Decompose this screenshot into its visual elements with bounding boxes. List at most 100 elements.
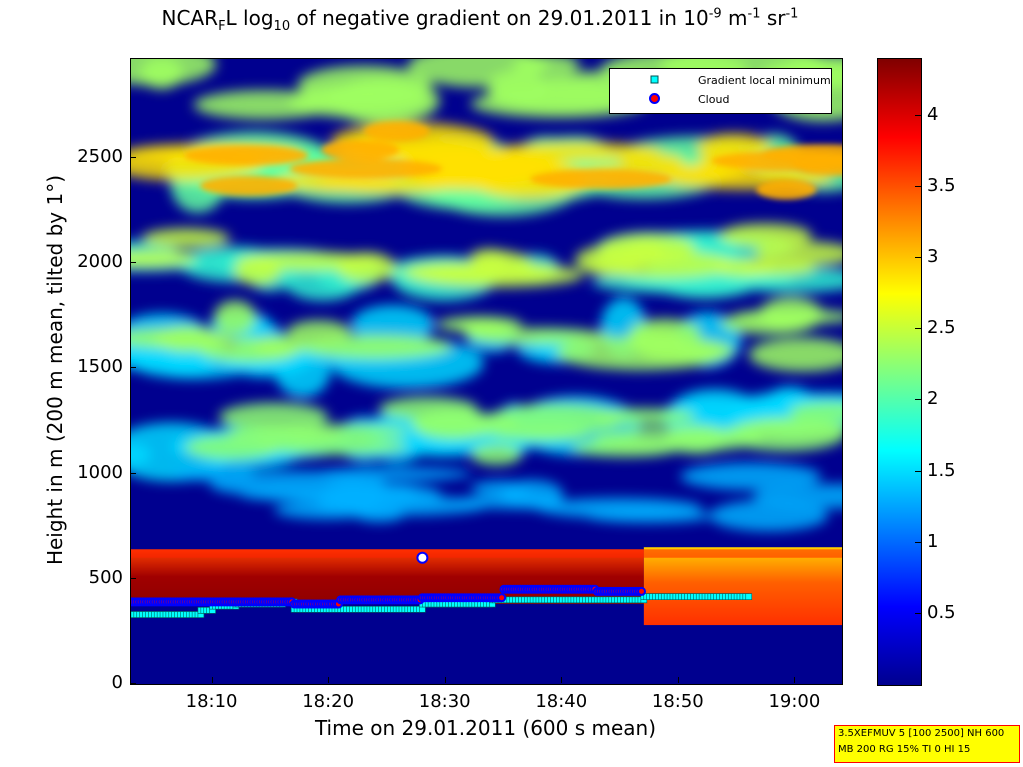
heatmap-patch (193, 90, 336, 120)
heatmap-hotspot (363, 121, 430, 142)
y-tick-mark (130, 262, 136, 264)
heatmap-patch (680, 462, 822, 491)
x-tick-label: 18:40 (535, 691, 588, 712)
colorbar-tick-label: 1 (927, 530, 939, 552)
y-axis-label: Height in m (200 m mean, tilted by 1°) (43, 174, 67, 566)
heatmap-hotspot (530, 169, 672, 190)
heatmap-hotspot (289, 158, 443, 179)
heatmap-patch (401, 262, 506, 283)
chart-title: NCARFL log10 of negative gradient on 29.… (161, 6, 799, 34)
gradient-minimum-point (745, 593, 753, 600)
x-tick-label: 18:30 (418, 691, 471, 712)
heatmap-patch (297, 65, 432, 104)
heatmap-hotspot (321, 139, 400, 160)
colorbar-tick-mark (915, 612, 921, 614)
heatmap-patch (411, 408, 495, 440)
heatmap-patch (486, 403, 624, 436)
x-axis-label: Time on 29.01.2011 (600 s mean) (314, 716, 657, 740)
heatmap-patch (298, 334, 453, 359)
y-tick-mark (130, 472, 136, 474)
heatmap-patch (748, 337, 842, 372)
y-tick-label: 2000 (77, 251, 123, 273)
cloud-point (637, 586, 647, 596)
colorbar (877, 58, 922, 686)
legend-item-minimum: Gradient local minimum (610, 72, 831, 90)
cloud-point (497, 593, 507, 603)
x-tick-mark (561, 677, 563, 683)
info-line-2: MB 200 RG 15% TI 0 HI 15 (838, 744, 971, 755)
colorbar-tick-label: 2.5 (927, 317, 956, 339)
heatmap-patch (141, 228, 230, 249)
heatmap-patch (501, 479, 564, 510)
y-tick-label: 2500 (77, 145, 123, 167)
heatmap-patch (622, 241, 666, 264)
heatmap-patch (721, 311, 812, 335)
heatmap-patch (213, 300, 257, 335)
x-tick-label: 18:50 (651, 691, 704, 712)
colorbar-tick-label: 4 (927, 103, 939, 125)
y-tick-mark (130, 577, 136, 579)
legend: Gradient local minimum Cloud (609, 68, 832, 114)
heatmap-patch (788, 401, 842, 422)
heatmap-patch (469, 248, 510, 267)
heatmap-patch (713, 258, 774, 277)
legend-label-minimum: Gradient local minimum (698, 74, 831, 87)
heatmap-patch (571, 439, 679, 458)
heatmap-patch (470, 158, 588, 200)
heatmap-patch (218, 402, 329, 431)
heatmap-patch (407, 59, 549, 88)
heatmap-patch (585, 509, 714, 523)
y-tick-label: 0 (111, 672, 123, 693)
heatmap-patch (555, 336, 726, 371)
heatmap-patch (664, 424, 730, 454)
y-tick-mark (130, 683, 136, 684)
colorbar-tick-mark (915, 399, 921, 401)
heatmap-hotspot (711, 150, 842, 171)
y-tick-label: 1500 (77, 356, 123, 378)
heatmap-patch (470, 89, 647, 118)
x-tick-label: 19:00 (768, 691, 821, 712)
heatmap-patch (318, 481, 384, 512)
circle-marker-icon (649, 93, 660, 104)
colorbar-tick-label: 2 (927, 388, 939, 410)
heatmap-patch (739, 419, 842, 439)
heatmap-patch (466, 327, 610, 345)
heatmap-patch (336, 252, 397, 283)
colorbar-tick-label: 0.5 (927, 601, 956, 623)
heatmap-hotspot (183, 145, 309, 166)
heatmap-patch (618, 152, 684, 169)
colorbar-tick-label: 3.5 (927, 175, 956, 197)
colorbar-tick-mark (915, 328, 921, 330)
heatmap-patch (752, 483, 842, 509)
x-tick-mark (211, 677, 213, 683)
plot-area (130, 58, 843, 685)
band-top-edge (131, 549, 842, 558)
heatmap-patch (719, 223, 812, 248)
low-backscatter-band-right (643, 547, 842, 626)
legend-label-cloud: Cloud (698, 93, 730, 106)
x-tick-label: 18:20 (302, 691, 355, 712)
x-tick-label: 18:10 (185, 691, 238, 712)
colorbar-tick-mark (915, 186, 921, 188)
low-backscatter-band (131, 549, 644, 605)
heatmap-patch (233, 257, 281, 286)
y-tick-mark (130, 156, 136, 158)
heatmap-patch (131, 250, 197, 268)
colorbar-tick-mark (915, 114, 921, 116)
colorbar-tick-label: 3 (927, 246, 939, 268)
x-tick-mark (444, 677, 446, 683)
y-tick-label: 1000 (77, 461, 123, 483)
heatmap-hotspot (200, 175, 298, 196)
parameter-info-box: 3.5XEFMUV 5 [100 2500] NH 600 MB 200 RG … (834, 725, 1020, 763)
square-marker-icon (650, 75, 659, 84)
x-tick-mark (677, 677, 679, 683)
heatmap-patch (470, 443, 522, 466)
heatmap-hotspot (756, 179, 817, 200)
colorbar-tick-mark (915, 470, 921, 472)
heatmap (131, 59, 842, 626)
colorbar-tick-mark (915, 257, 921, 259)
colorbar-tick-label: 1.5 (927, 459, 956, 481)
cloud-point (416, 551, 429, 564)
heatmap-patch (131, 59, 217, 86)
heatmap-patch (315, 467, 472, 481)
